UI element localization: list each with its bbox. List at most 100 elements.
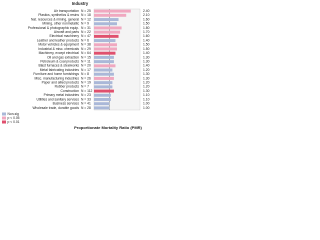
n-label: N = 25 (81, 9, 91, 13)
value-label: 1.00 (143, 106, 150, 110)
n-label: N = 12 (81, 17, 91, 21)
value-label: 1.00 (143, 102, 150, 106)
value-label: 1.30 (143, 72, 150, 76)
plot-area (93, 8, 141, 111)
category-label: Machinery, except electrical (39, 51, 80, 55)
category-label: Air transportation (54, 9, 79, 13)
value-label: 1.20 (143, 81, 150, 85)
category-label: Aircraft and parts (54, 30, 79, 34)
bar (94, 55, 114, 59)
legend-swatch (2, 120, 6, 124)
bar (94, 72, 114, 76)
value-label: 1.20 (143, 85, 150, 89)
bar (94, 39, 116, 43)
n-label: N = 11 (81, 59, 91, 63)
value-label: 1.10 (143, 97, 150, 101)
n-label: N = 17 (81, 68, 91, 72)
value-label: 1.70 (143, 30, 150, 34)
category-label: Paper and allied products (42, 81, 80, 85)
chart-title: Industry (72, 1, 89, 6)
value-label: 1.40 (143, 51, 150, 55)
n-label: N = 15 (81, 55, 91, 59)
value-label: 2.10 (143, 13, 150, 17)
legend-label: p < 0.01 (8, 120, 20, 124)
bar (94, 43, 117, 47)
value-label: 1.40 (143, 64, 150, 68)
bar (94, 85, 113, 89)
n-label: N = 47 (81, 34, 91, 38)
category-label: Metal fabricating industries (40, 68, 80, 72)
legend-swatch (2, 112, 6, 116)
bar (94, 81, 113, 85)
bar (94, 9, 131, 13)
chart: Industry Proportionate Mortality Ratio (… (2, 1, 150, 130)
category-label: Oil and gas extraction (47, 55, 79, 59)
bar (94, 26, 122, 30)
value-label: 1.30 (143, 76, 150, 80)
n-label: N = 19 (81, 81, 91, 85)
category-label: Furniture and home furnishings (33, 72, 79, 76)
category-label: Business services (53, 102, 80, 106)
category-label: Nat. resources & mining, general (31, 17, 79, 21)
n-label: N = 112 (81, 89, 93, 93)
n-label: N = 8 (81, 72, 89, 76)
n-label: N = 28 (81, 106, 91, 110)
legend-label: Non-sig (8, 112, 20, 116)
category-label: Utilities and sanitary services (36, 97, 79, 101)
bar (94, 102, 110, 106)
value-label: 1.30 (143, 59, 150, 63)
category-label: Wholesale trade, durable goods (32, 106, 79, 110)
bar (94, 30, 121, 34)
value-label: 1.60 (143, 34, 150, 38)
n-label: N = 23 (81, 93, 91, 97)
n-label: N = 29 (81, 47, 91, 51)
category-label: Rubber products (55, 85, 80, 89)
bar (94, 51, 116, 55)
n-label: N = 7 (81, 85, 89, 89)
n-label: N = 18 (81, 13, 91, 17)
n-label: N = 6 (81, 38, 89, 42)
bar (94, 47, 117, 51)
value-label: 1.80 (143, 26, 150, 30)
category-label: Blast furnaces & steelworks (39, 64, 80, 68)
value-label: 1.60 (143, 17, 150, 21)
n-label: N = 41 (81, 102, 91, 106)
n-label: N = 33 (81, 97, 91, 101)
category-label: Petroleum & coal products (40, 59, 79, 63)
n-label: N = 38 (81, 43, 91, 47)
value-label: 1.30 (143, 55, 150, 59)
category-label: Misc. manufacturing industries (34, 76, 79, 80)
bar (94, 34, 119, 38)
bar (94, 106, 110, 110)
category-label: Construction (60, 89, 79, 93)
category-label: Professional & photographic equip. (28, 26, 79, 30)
n-label: N = 22 (81, 30, 91, 34)
bar (94, 18, 119, 21)
category-label: Motor vehicles & equipment (38, 43, 79, 47)
category-label: Primary metal industries (44, 93, 80, 97)
value-label: 1.30 (143, 89, 150, 93)
bar (94, 68, 113, 72)
bar (94, 93, 111, 97)
category-label: Industrial & misc. chemicals (38, 47, 79, 51)
value-label: 1.50 (143, 47, 150, 51)
bar (94, 22, 117, 26)
bar (94, 76, 114, 80)
n-label: N = 31 (81, 26, 91, 30)
value-label: 2.40 (143, 9, 150, 13)
bar (94, 89, 114, 93)
value-label: 1.10 (143, 93, 150, 97)
n-label: N = 26 (81, 76, 91, 80)
value-label: 1.40 (143, 38, 150, 42)
n-label: N = 64 (81, 51, 91, 55)
value-label: 1.50 (143, 43, 150, 47)
legend-label: p < 0.05 (8, 116, 20, 120)
value-label: 1.50 (143, 22, 150, 26)
legend-swatch (2, 116, 6, 120)
bar (94, 60, 114, 64)
category-label: Mining, other nonmetallic (42, 22, 79, 26)
n-label: N = 9 (81, 22, 89, 26)
x-axis-label: Proportionate Mortality Ratio (PMR) (74, 125, 142, 130)
n-label: N = 20 (81, 64, 91, 68)
category-label: Electrical machinery (50, 34, 80, 38)
